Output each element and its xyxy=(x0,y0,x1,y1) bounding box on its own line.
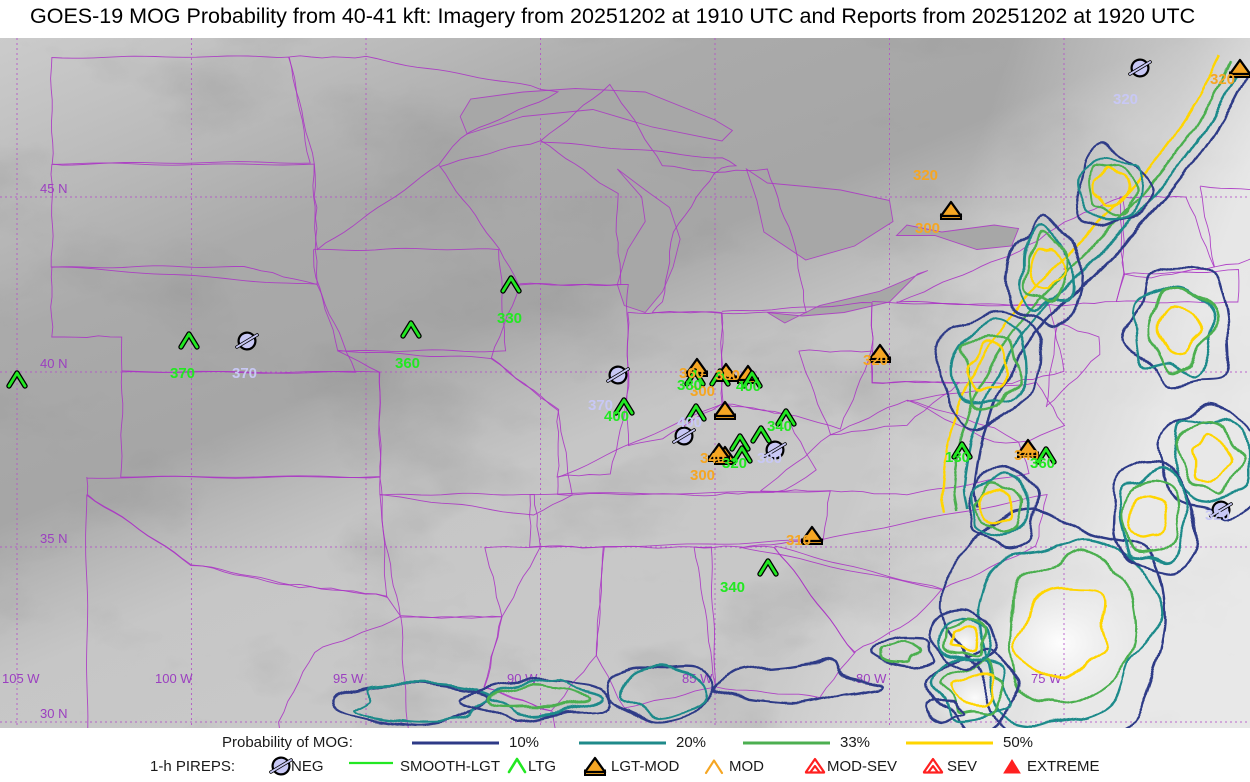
svg-text:33%: 33% xyxy=(840,734,870,751)
svg-text:400: 400 xyxy=(604,408,629,425)
svg-text:320: 320 xyxy=(1113,91,1138,108)
svg-text:340: 340 xyxy=(720,579,745,596)
svg-text:330: 330 xyxy=(497,310,522,327)
svg-text:380: 380 xyxy=(677,377,702,394)
svg-text:320: 320 xyxy=(863,352,888,369)
svg-text:20%: 20% xyxy=(676,734,706,751)
svg-text:Probability of MOG:: Probability of MOG: xyxy=(222,734,353,751)
svg-text:400: 400 xyxy=(677,414,702,431)
svg-text:NEG: NEG xyxy=(291,758,324,775)
svg-text:400: 400 xyxy=(736,378,761,395)
svg-text:MOD: MOD xyxy=(729,758,764,775)
svg-text:10%: 10% xyxy=(509,734,539,751)
svg-text:300: 300 xyxy=(690,467,715,484)
svg-text:LGT-MOD: LGT-MOD xyxy=(611,758,680,775)
svg-text:310: 310 xyxy=(786,532,811,549)
svg-text:320: 320 xyxy=(913,167,938,184)
svg-text:50%: 50% xyxy=(1003,734,1033,751)
svg-text:360: 360 xyxy=(395,355,420,372)
svg-text:320: 320 xyxy=(1210,71,1235,88)
svg-text:370: 370 xyxy=(232,365,257,382)
svg-text:320: 320 xyxy=(722,455,747,472)
svg-text:340: 340 xyxy=(767,418,792,435)
svg-text:SMOOTH-LGT: SMOOTH-LGT xyxy=(400,758,500,775)
svg-text:300: 300 xyxy=(915,220,940,237)
svg-text:370: 370 xyxy=(170,365,195,382)
svg-text:SEV: SEV xyxy=(947,758,977,775)
svg-text:130: 130 xyxy=(945,449,970,466)
svg-text:MOD-SEV: MOD-SEV xyxy=(827,758,897,775)
svg-text:1-h PIREPS:: 1-h PIREPS: xyxy=(150,758,235,775)
svg-text:LTG: LTG xyxy=(528,758,556,775)
svg-text:320: 320 xyxy=(1205,507,1230,524)
svg-text:380: 380 xyxy=(757,450,782,467)
svg-text:360: 360 xyxy=(1030,455,1055,472)
svg-text:EXTREME: EXTREME xyxy=(1027,758,1100,775)
